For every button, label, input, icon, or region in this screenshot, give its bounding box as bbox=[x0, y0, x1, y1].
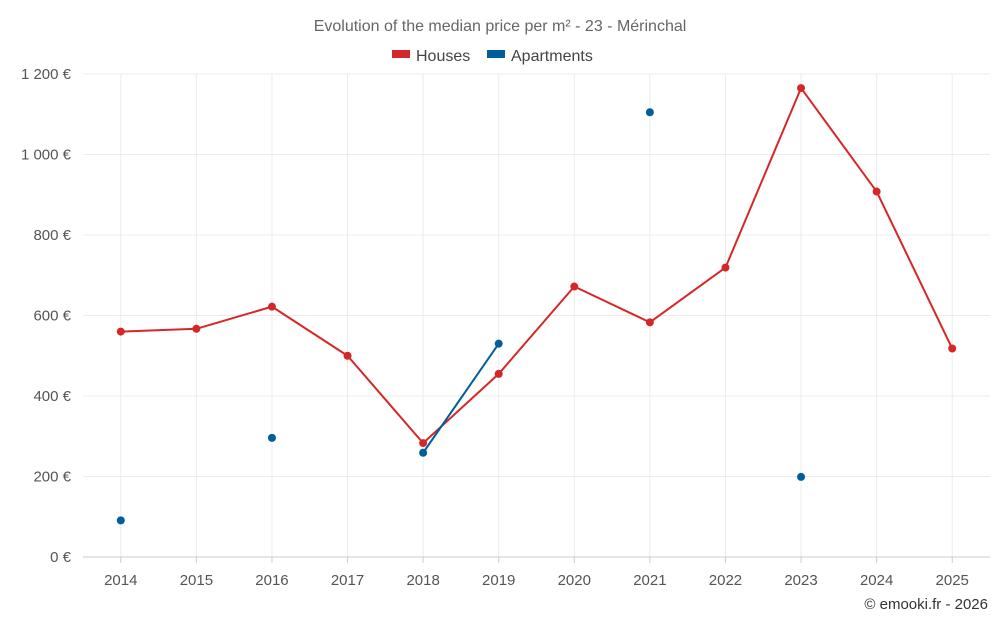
houses-point-2016[interactable] bbox=[267, 302, 276, 311]
x-tick-label: 2020 bbox=[558, 572, 591, 589]
houses-line-segment bbox=[875, 190, 954, 350]
x-tick-label: 2018 bbox=[406, 572, 439, 589]
credit-text: © emooki.fr - 2026 bbox=[864, 596, 988, 613]
grid bbox=[83, 73, 990, 557]
y-tick-label: 400 € bbox=[33, 388, 71, 405]
series-apartments bbox=[116, 108, 806, 525]
y-tick-label: 200 € bbox=[33, 469, 71, 486]
apartments-point-2016[interactable] bbox=[267, 433, 276, 442]
x-tick-label: 2017 bbox=[331, 572, 364, 589]
apartments-point-2018[interactable] bbox=[419, 448, 428, 457]
houses-point-2021[interactable] bbox=[645, 318, 654, 327]
x-tick-label: 2015 bbox=[180, 572, 213, 589]
plot-area bbox=[116, 84, 957, 525]
houses-line-segment bbox=[724, 87, 803, 269]
houses-line-segment bbox=[800, 87, 878, 193]
legend-swatch-houses bbox=[392, 50, 410, 58]
x-tick-label: 2022 bbox=[709, 572, 742, 589]
houses-line-segment bbox=[346, 354, 425, 445]
houses-point-2014[interactable] bbox=[116, 327, 125, 336]
legend-item-apartments[interactable]: Apartments bbox=[487, 48, 593, 65]
houses-point-2025[interactable] bbox=[948, 344, 957, 353]
houses-line-segment bbox=[270, 305, 349, 357]
apartments-point-2019[interactable] bbox=[494, 339, 503, 348]
apartments-line-segment bbox=[422, 342, 500, 454]
y-tick-label: 800 € bbox=[33, 227, 71, 244]
x-tick-label: 2025 bbox=[936, 572, 969, 589]
apartments-point-2023[interactable] bbox=[797, 472, 806, 481]
x-tick-label: 2021 bbox=[633, 572, 666, 589]
houses-line-segment bbox=[497, 285, 576, 375]
houses-point-2019[interactable] bbox=[494, 369, 503, 378]
houses-point-2017[interactable] bbox=[343, 351, 352, 360]
houses-point-2023[interactable] bbox=[797, 84, 806, 93]
y-axis: 0 € 200 € 400 € 600 € 800 € 1 000 € 1 200 € bbox=[21, 66, 72, 566]
y-tick-label: 0 € bbox=[50, 549, 72, 566]
houses-line-segment bbox=[573, 285, 651, 324]
apartments-point-2014[interactable] bbox=[116, 516, 125, 525]
x-tick-label: 2016 bbox=[255, 572, 288, 589]
x-tick-label: 2014 bbox=[104, 572, 137, 589]
houses-point-2020[interactable] bbox=[570, 282, 579, 291]
legend: Houses Apartments bbox=[392, 48, 593, 65]
houses-line-segment bbox=[648, 266, 727, 324]
x-axis: 2014 2015 2016 2017 2018 2019 2020 2021 2022 2023… bbox=[83, 556, 990, 589]
houses-line-segment bbox=[119, 327, 198, 333]
legend-swatch-apartments bbox=[487, 50, 505, 58]
houses-line-segment bbox=[195, 305, 273, 330]
apartments-point-2021[interactable] bbox=[645, 108, 654, 117]
x-tick-label: 2024 bbox=[860, 572, 893, 589]
y-tick-label: 1 200 € bbox=[21, 66, 72, 83]
chart-title: Evolution of the median price per m² - 2… bbox=[314, 18, 687, 35]
x-tick-label: 2023 bbox=[784, 572, 817, 589]
y-tick-label: 1 000 € bbox=[21, 147, 72, 164]
houses-line-segment bbox=[422, 372, 500, 445]
houses-point-2018[interactable] bbox=[419, 439, 428, 448]
houses-point-2022[interactable] bbox=[721, 263, 730, 272]
x-tick-label: 2019 bbox=[482, 572, 515, 589]
houses-point-2024[interactable] bbox=[872, 187, 881, 196]
legend-label-apartments: Apartments bbox=[511, 48, 593, 65]
legend-label-houses: Houses bbox=[416, 48, 470, 65]
houses-point-2015[interactable] bbox=[192, 324, 201, 333]
legend-item-houses[interactable]: Houses bbox=[392, 48, 470, 65]
y-tick-label: 600 € bbox=[33, 308, 71, 325]
series-houses bbox=[116, 84, 957, 448]
